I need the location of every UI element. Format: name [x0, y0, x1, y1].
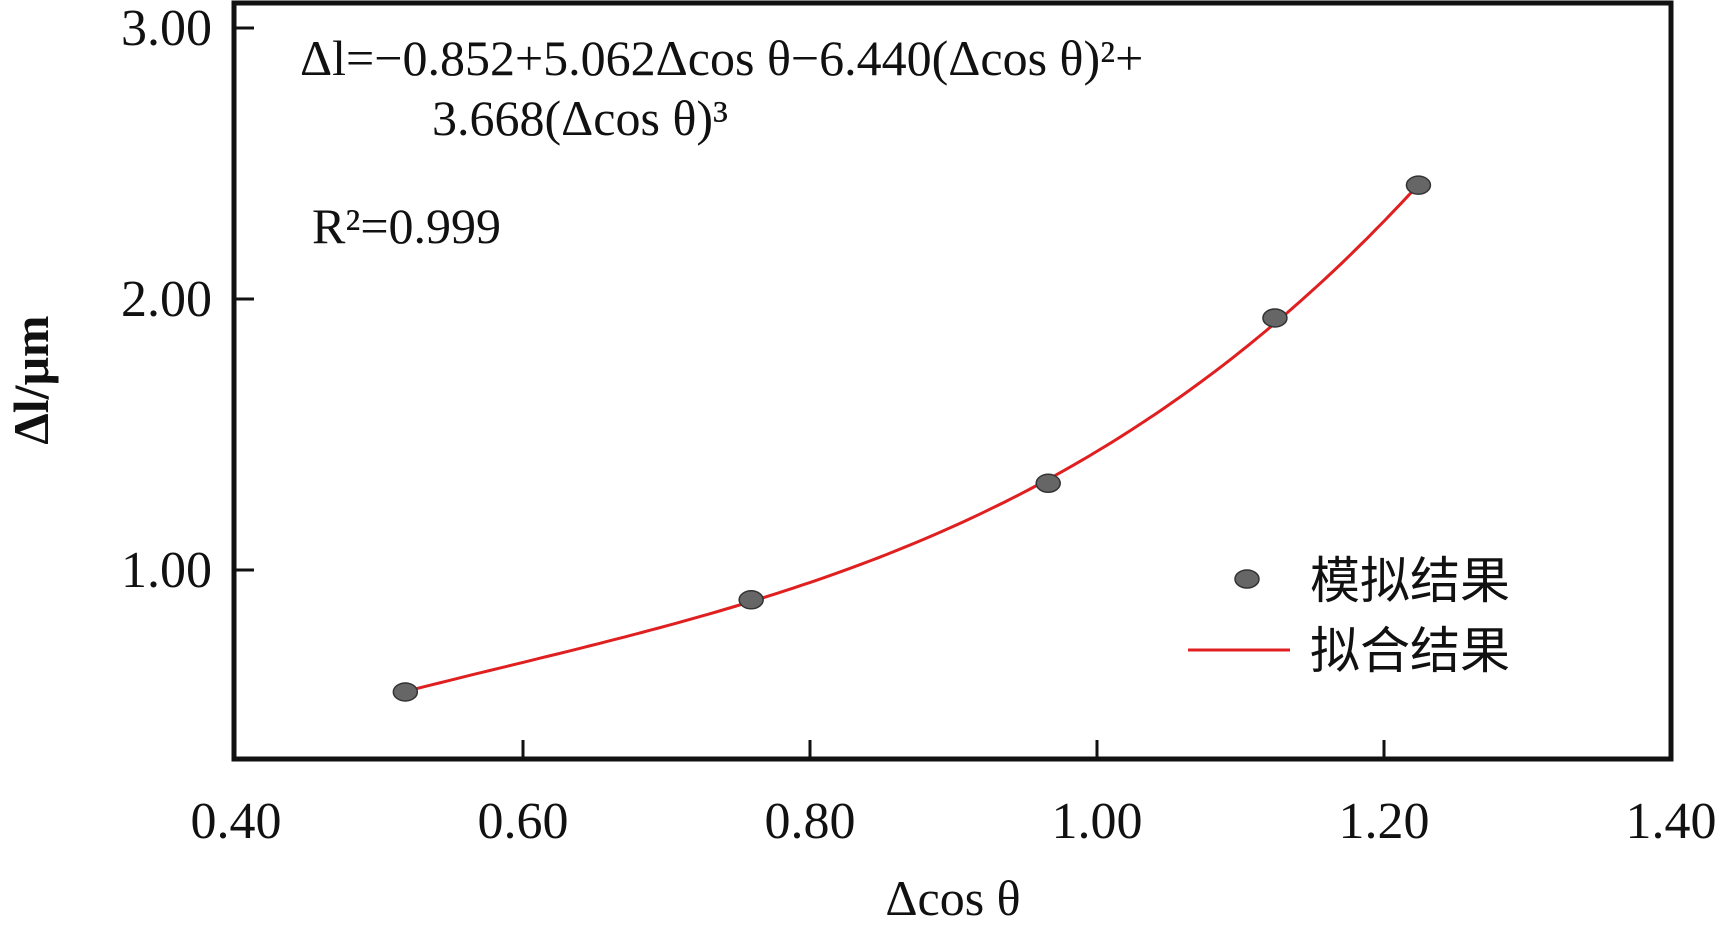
- y-tick-label: 2.00: [121, 271, 212, 328]
- y-tick-label: 1.00: [121, 542, 212, 599]
- x-tick-label: 0.80: [765, 793, 856, 850]
- x-tick-label: 1.20: [1339, 793, 1430, 850]
- y-axis-label: Δl/μm: [3, 315, 59, 444]
- x-tick-label: 1.40: [1626, 793, 1717, 850]
- legend: 模拟结果 拟合结果: [1188, 552, 1510, 680]
- data-point: [1262, 308, 1288, 328]
- x-tick-label: 0.40: [191, 793, 282, 850]
- x-tick-label: 0.60: [478, 793, 569, 850]
- data-point: [1035, 473, 1061, 494]
- data-point: [1405, 175, 1432, 195]
- fit-curve: [404, 183, 1420, 693]
- equation-line-2: 3.668(Δcos θ)³: [432, 90, 728, 146]
- legend-label-points: 模拟结果: [1310, 552, 1510, 610]
- legend-label-fit: 拟合结果: [1310, 622, 1510, 680]
- plot-frame: [231, 0, 1674, 762]
- y-tick-label: 3.00: [121, 0, 212, 57]
- data-point: [738, 590, 764, 610]
- data-point: [392, 682, 419, 702]
- x-axis-label: Δcos θ: [885, 870, 1020, 926]
- legend-marker-points: [1234, 569, 1260, 589]
- equation-line-1: Δl=−0.852+5.062Δcos θ−6.440(Δcos θ)²+: [300, 30, 1143, 86]
- r-squared: R²=0.999: [312, 198, 501, 254]
- x-tick-label: 1.00: [1052, 793, 1143, 850]
